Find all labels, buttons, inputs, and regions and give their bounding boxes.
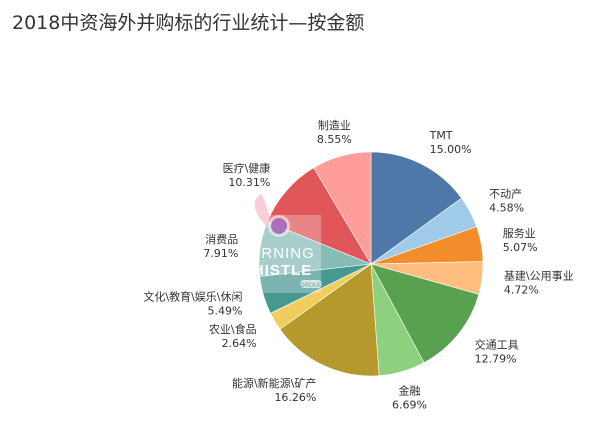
watermark-text-line1: MORNING (235, 245, 315, 262)
pie-slice-segment-7 (279, 263, 380, 377)
pie-label-8-name: 农业\食品 (209, 322, 257, 336)
pie-slice-tmt (370, 151, 463, 265)
pie-label-12-name: 制造业 (318, 118, 351, 132)
watermark-flame-icon (254, 194, 270, 228)
watermark-dot-icon (271, 218, 287, 234)
pie-label-6-value: 6.69% (392, 399, 427, 412)
pie-slices (258, 151, 484, 377)
pie-label-4-name: 基建\公用事业 (504, 268, 574, 282)
pie-label-3-name: 服务业 (503, 227, 536, 240)
chart-title: 2018中资海外并购标的行业统计—按金额 (12, 12, 365, 34)
pie-label-9-name: 文化\教育\娱乐\休闲 (143, 290, 242, 304)
pie-label-12-value: 8.55% (317, 133, 352, 146)
pie-label-10-value: 7.91% (203, 247, 238, 260)
pie-label-5-value: 12.79% (475, 352, 517, 365)
pie-label-2-value: 4.58% (489, 202, 524, 215)
pie-slice-segment-5 (370, 263, 480, 364)
pie-label-6-name: 金融 (399, 384, 421, 398)
watermark-text-line2: WHISTLE (238, 262, 313, 279)
pie-slice-segment-12 (313, 151, 372, 266)
pie-label-7-name: 能源\新能源\矿产 (232, 376, 316, 390)
pie-label-2-name: 不动产 (489, 187, 522, 201)
pie-label-11-value: 10.31% (228, 176, 270, 189)
pie-label-5-name: 交通工具 (475, 337, 519, 351)
pie-label-7-value: 16.26% (274, 391, 316, 404)
pie-label-8-value: 2.64% (222, 337, 257, 350)
pie-label-9-value: 5.49% (208, 305, 243, 318)
morning-whistle-watermark: MORNING WHISTLE GROUP (229, 194, 322, 293)
pie-label-1-name: TMT (429, 129, 453, 142)
watermark-badge (300, 280, 322, 288)
watermark-text-line3: GROUP (300, 283, 322, 289)
pie-label-3-value: 5.07% (503, 241, 538, 254)
pie-label-4-value: 4.72% (504, 283, 539, 296)
pie-label-11-name: 医疗\健康 (223, 161, 271, 175)
pie-label-10-name: 消费品 (205, 232, 238, 246)
pie-label-1-value: 15.00% (430, 143, 472, 156)
